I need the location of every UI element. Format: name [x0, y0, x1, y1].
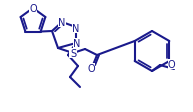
- Text: N: N: [73, 39, 81, 49]
- Text: O: O: [168, 59, 176, 69]
- Text: O: O: [29, 4, 37, 14]
- Text: O: O: [87, 63, 95, 73]
- Text: S: S: [70, 49, 76, 58]
- Text: N: N: [58, 18, 66, 28]
- Text: N: N: [72, 24, 80, 34]
